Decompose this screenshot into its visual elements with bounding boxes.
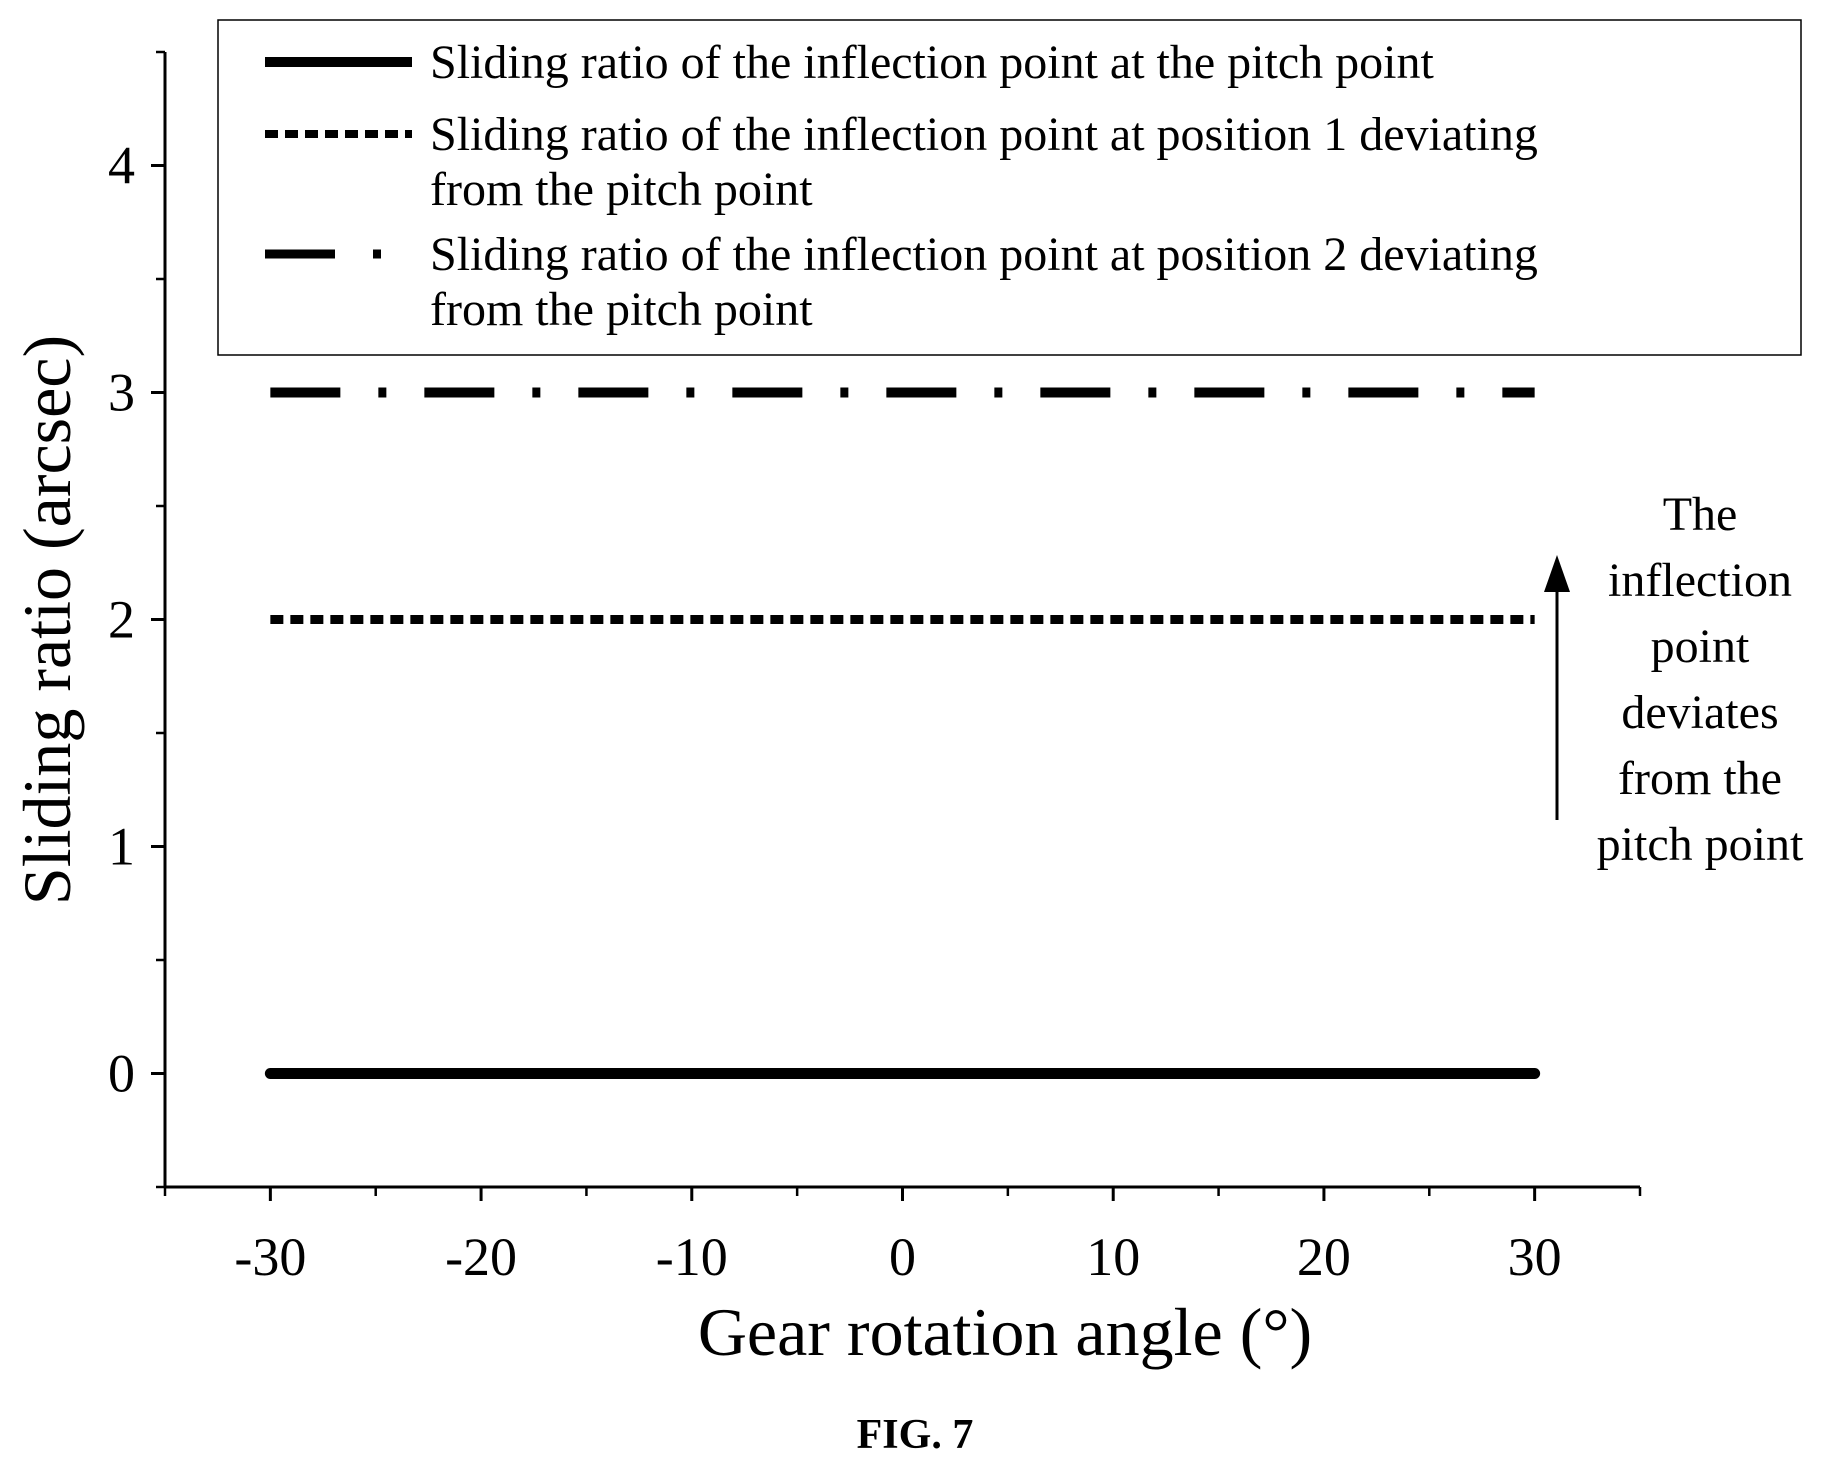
annotation-text-line-1: The <box>1663 488 1738 541</box>
y-tick-label: 0 <box>108 1044 135 1104</box>
figure-caption: FIG. 7 <box>857 1412 974 1458</box>
annotation-text-line-4: deviates <box>1621 686 1778 739</box>
legend-label-2-line-1: Sliding ratio of the inflection point at… <box>430 108 1538 161</box>
annotation-text-line-6: pitch point <box>1597 818 1804 871</box>
x-tick-label: -30 <box>234 1227 306 1287</box>
y-tick-label: 2 <box>108 590 135 650</box>
x-tick-label: 30 <box>1508 1227 1562 1287</box>
y-tick-label: 4 <box>108 136 135 196</box>
y-axis-title: Sliding ratio (arcsec) <box>9 335 85 905</box>
x-tick-label: -10 <box>656 1227 728 1287</box>
annotation-text-line-2: inflection <box>1608 554 1792 607</box>
axis-ticks: -30 -20 -10 0 10 20 30 0 1 2 3 4 <box>108 50 1642 1287</box>
annotation-text-line-5: from the <box>1618 752 1782 805</box>
annotation-text-line-3: point <box>1651 620 1750 673</box>
x-axis-title: Gear rotation angle (°) <box>698 1294 1312 1370</box>
legend-label-3-line-2: from the pitch point <box>430 283 813 336</box>
y-tick-label: 1 <box>108 817 135 877</box>
legend-box <box>217 19 1802 356</box>
x-tick-label: 20 <box>1297 1227 1351 1287</box>
legend: Sliding ratio of the inflection point at… <box>217 19 1802 356</box>
x-tick-label: 0 <box>889 1227 916 1287</box>
legend-label-2-line-2: from the pitch point <box>430 163 813 216</box>
legend-label-1-line-1: Sliding ratio of the inflection point at… <box>430 36 1434 89</box>
y-tick-label: 3 <box>108 363 135 423</box>
x-tick-label: -20 <box>445 1227 517 1287</box>
x-tick-label: 10 <box>1086 1227 1140 1287</box>
legend-label-3-line-1: Sliding ratio of the inflection point at… <box>430 228 1538 281</box>
deviation-annotation: The inflection point deviates from the pitch … <box>1544 488 1804 871</box>
annotation-arrow-head <box>1544 555 1570 592</box>
series-layer <box>264 387 1541 1079</box>
